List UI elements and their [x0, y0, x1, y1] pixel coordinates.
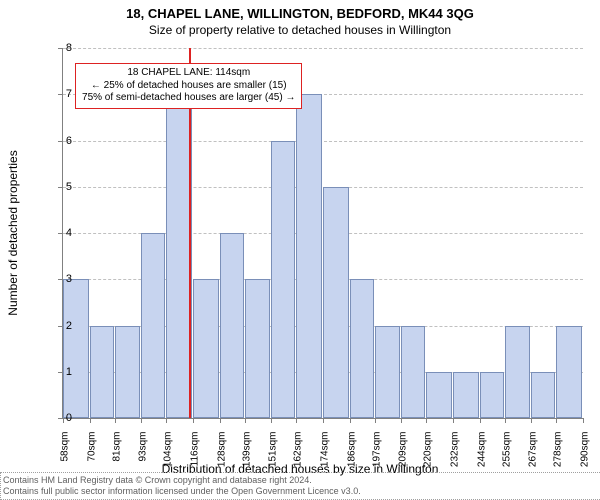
- x-tick: [350, 418, 351, 423]
- x-tick: [220, 418, 221, 423]
- gridline-h: [63, 48, 583, 49]
- x-tick: [480, 418, 481, 423]
- x-tick-label: 70sqm: [86, 432, 97, 492]
- y-tick-label: 8: [54, 42, 72, 54]
- x-tick-label: 232sqm: [450, 432, 461, 492]
- histogram-bar: [323, 187, 349, 418]
- histogram-bar: [90, 326, 114, 419]
- x-tick: [166, 418, 167, 423]
- y-tick-label: 6: [54, 135, 72, 147]
- x-tick: [245, 418, 246, 423]
- y-tick-label: 0: [54, 412, 72, 424]
- y-tick-label: 1: [54, 366, 72, 378]
- gridline-h: [63, 141, 583, 142]
- x-tick-label: 162sqm: [293, 432, 304, 492]
- histogram-bar: [141, 233, 165, 418]
- x-tick-label: 186sqm: [346, 432, 357, 492]
- x-tick: [453, 418, 454, 423]
- x-tick: [531, 418, 532, 423]
- histogram-bar: [505, 326, 531, 419]
- annotation-line-1: 18 CHAPEL LANE: 114sqm: [82, 67, 295, 80]
- histogram-chart: 18 CHAPEL LANE: 114sqm← 25% of detached …: [62, 48, 582, 418]
- y-tick-label: 4: [54, 227, 72, 239]
- x-tick-label: 93sqm: [138, 432, 149, 492]
- y-tick-label: 2: [54, 320, 72, 332]
- annotation-line-3: 75% of semi-detached houses are larger (…: [82, 92, 295, 105]
- x-tick: [115, 418, 116, 423]
- page-subtitle: Size of property relative to detached ho…: [0, 21, 600, 37]
- histogram-bar: [115, 326, 141, 419]
- x-tick: [556, 418, 557, 423]
- x-tick-label: 197sqm: [371, 432, 382, 492]
- x-tick-label: 244sqm: [476, 432, 487, 492]
- x-tick: [141, 418, 142, 423]
- x-tick-label: 255sqm: [501, 432, 512, 492]
- x-tick-label: 81sqm: [111, 432, 122, 492]
- histogram-bar: [63, 279, 89, 418]
- x-tick: [90, 418, 91, 423]
- x-tick-label: 128sqm: [216, 432, 227, 492]
- x-tick: [426, 418, 427, 423]
- histogram-bar: [401, 326, 425, 419]
- x-tick: [401, 418, 402, 423]
- annotation-box: 18 CHAPEL LANE: 114sqm← 25% of detached …: [75, 63, 302, 109]
- histogram-bar: [480, 372, 504, 418]
- x-tick: [505, 418, 506, 423]
- x-tick-label: 174sqm: [320, 432, 331, 492]
- histogram-bar: [245, 279, 271, 418]
- histogram-bar: [375, 326, 401, 419]
- histogram-bar: [350, 279, 374, 418]
- histogram-bar: [193, 279, 219, 418]
- annotation-line-2: ← 25% of detached houses are smaller (15…: [82, 80, 295, 93]
- x-tick-label: 104sqm: [163, 432, 174, 492]
- y-axis-label: Number of detached properties: [6, 150, 20, 315]
- histogram-bar: [220, 233, 244, 418]
- x-tick-label: 209sqm: [398, 432, 409, 492]
- histogram-bar: [426, 372, 452, 418]
- x-tick: [583, 418, 584, 423]
- x-tick-label: 139sqm: [241, 432, 252, 492]
- page-title: 18, CHAPEL LANE, WILLINGTON, BEDFORD, MK…: [0, 0, 600, 21]
- x-tick: [271, 418, 272, 423]
- x-tick: [296, 418, 297, 423]
- x-tick-label: 267sqm: [528, 432, 539, 492]
- x-tick: [193, 418, 194, 423]
- histogram-bar: [531, 372, 555, 418]
- histogram-bar: [453, 372, 479, 418]
- histogram-bar: [556, 326, 582, 419]
- x-tick-label: 278sqm: [553, 432, 564, 492]
- x-tick-label: 58sqm: [60, 432, 71, 492]
- x-tick: [375, 418, 376, 423]
- y-tick-label: 5: [54, 181, 72, 193]
- x-tick: [323, 418, 324, 423]
- plot-area: 18 CHAPEL LANE: 114sqm← 25% of detached …: [62, 48, 583, 419]
- x-tick-label: 220sqm: [423, 432, 434, 492]
- x-tick-label: 290sqm: [580, 432, 591, 492]
- histogram-bar: [296, 94, 322, 418]
- y-tick-label: 3: [54, 273, 72, 285]
- x-tick-label: 151sqm: [268, 432, 279, 492]
- x-tick-label: 116sqm: [190, 432, 201, 492]
- histogram-bar: [271, 141, 295, 419]
- y-tick-label: 7: [54, 88, 72, 100]
